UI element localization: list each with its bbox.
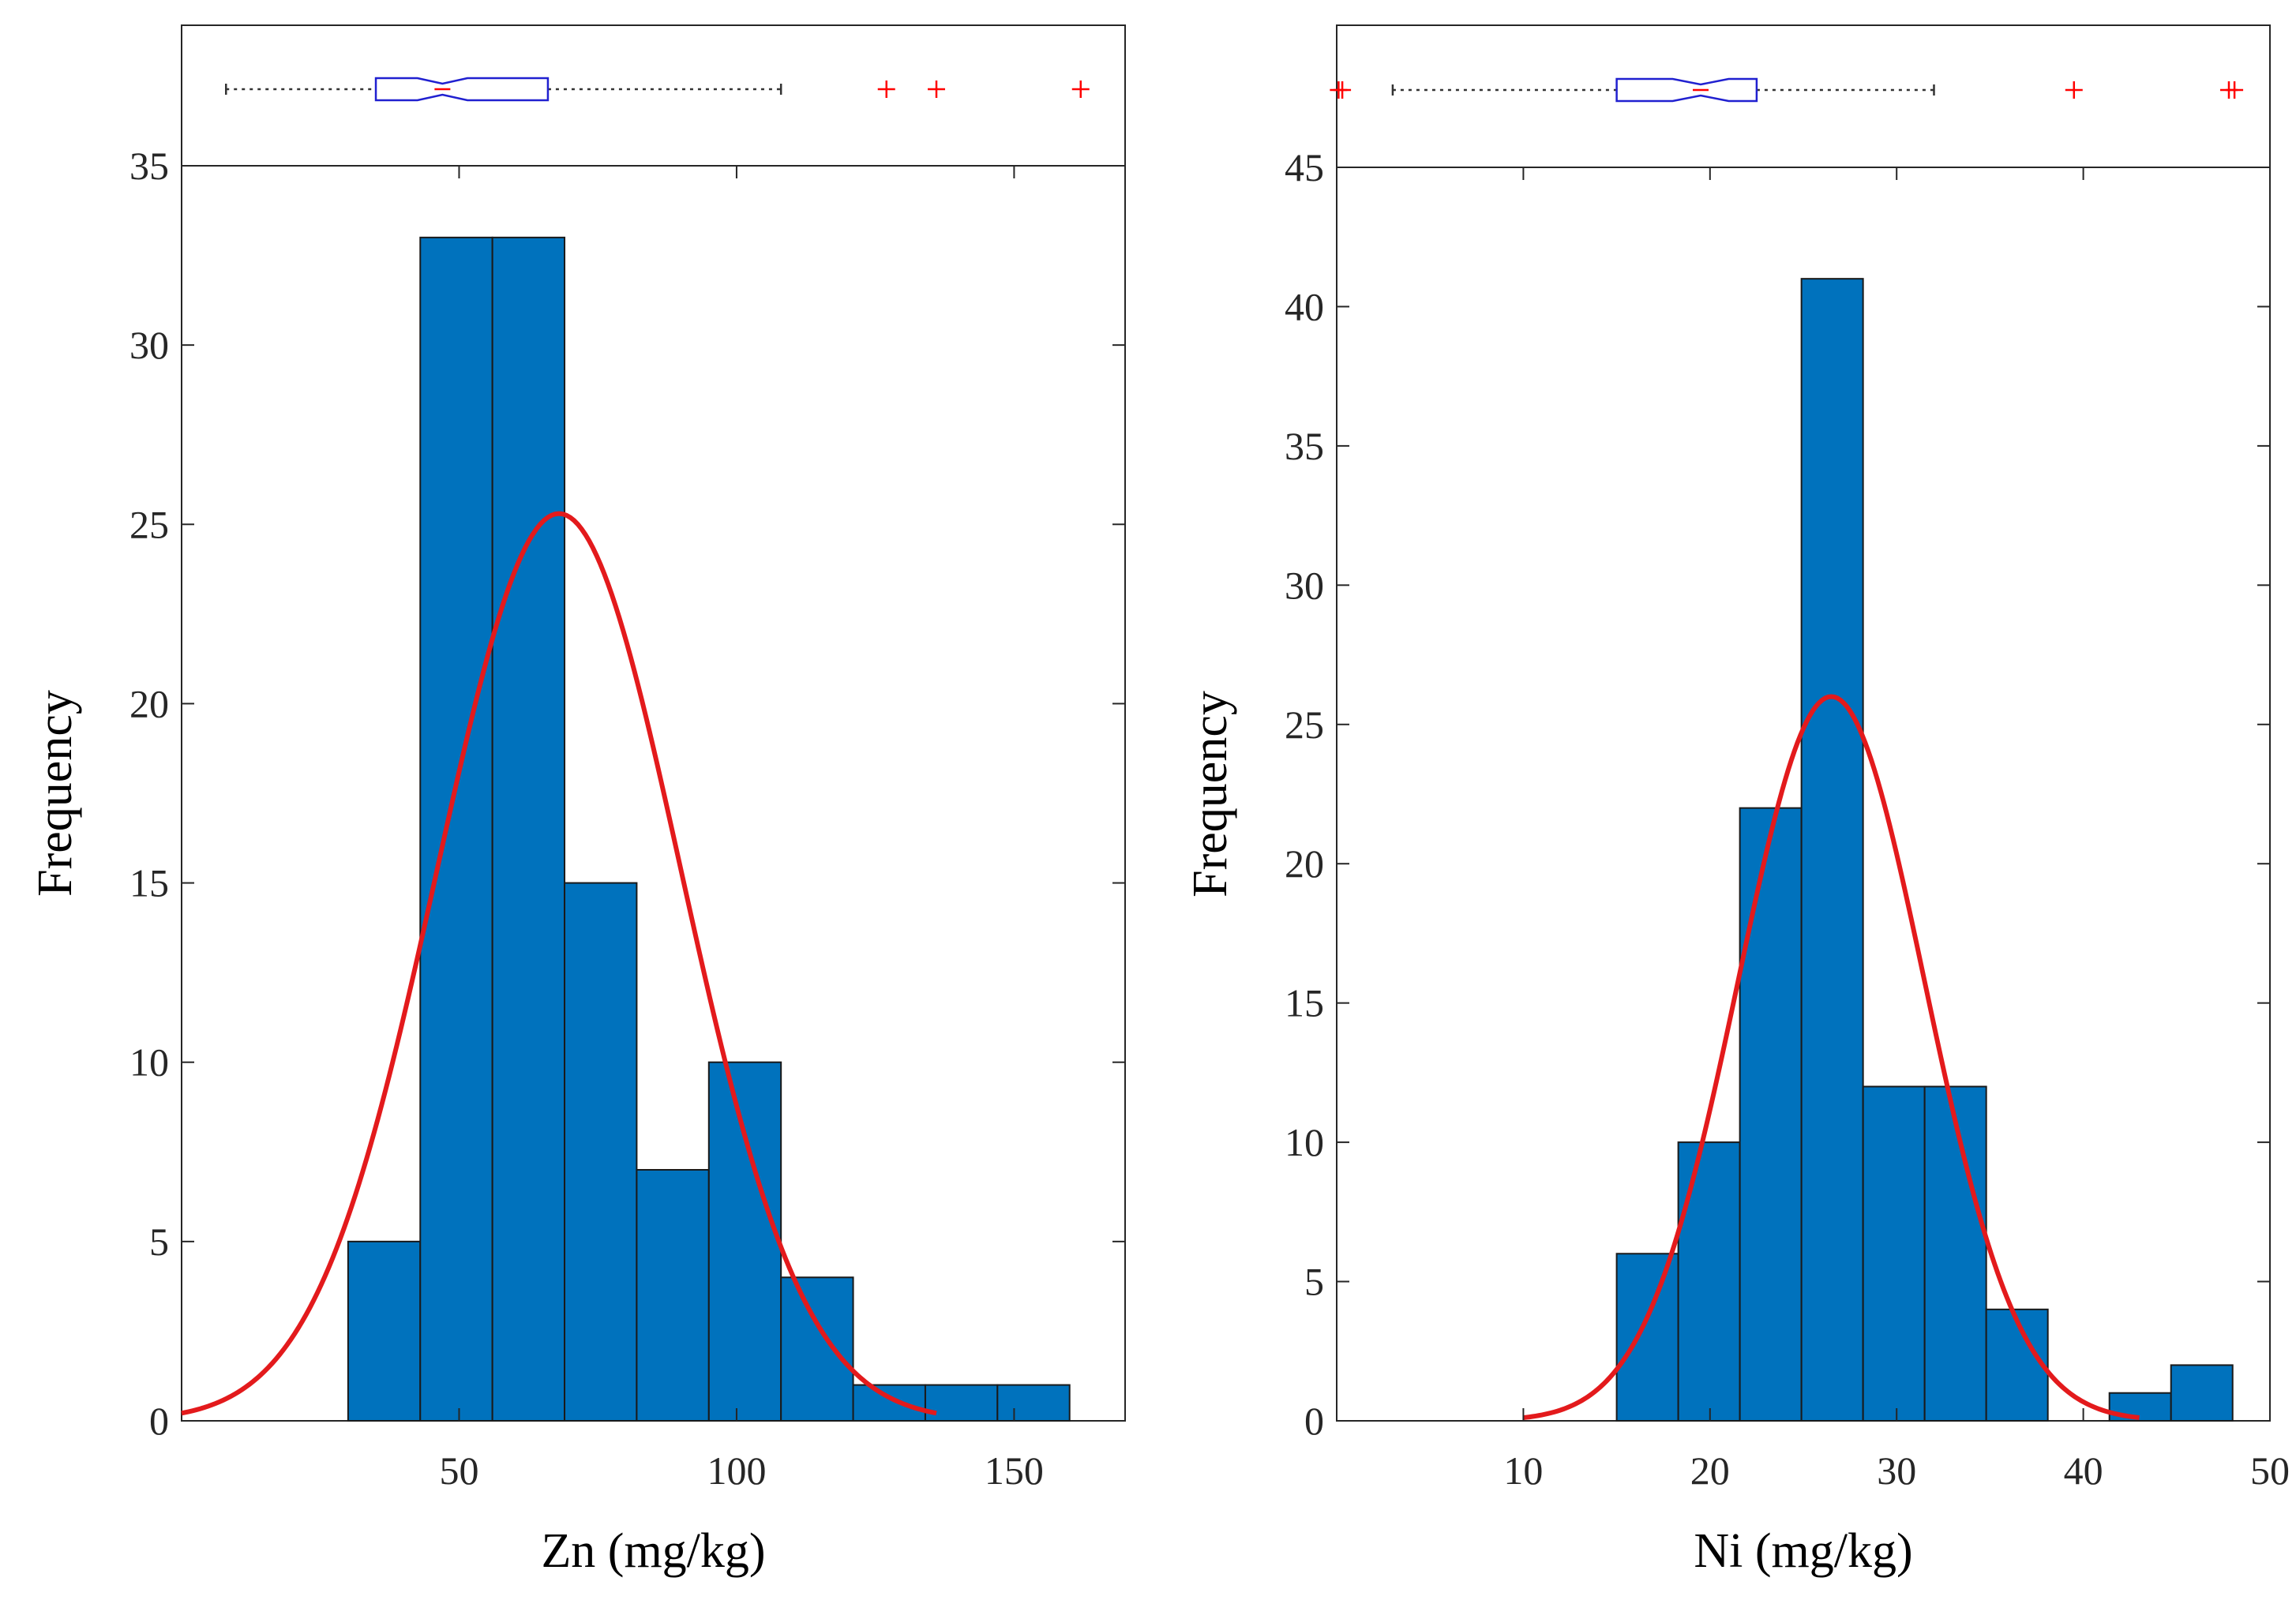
ni-histogram-bar-1 [1677, 1141, 1741, 1422]
zn-histogram-bar-2 [491, 236, 566, 1422]
ni-boxplot-frame [1336, 24, 2271, 168]
ni-x-axis-title: Ni (mg/kg) [1694, 1524, 1912, 1578]
zn-y-tick-label-2: 10 [129, 1040, 169, 1085]
zn-x-axis-title: Zn (mg/kg) [541, 1524, 765, 1578]
ni-histogram-bar-2 [1739, 807, 1803, 1422]
ni-histogram-bar-0 [1615, 1253, 1679, 1422]
ni-x-tick-label-3: 40 [2064, 1448, 2103, 1493]
ni-y-tick-label-9: 45 [1285, 145, 1324, 189]
zn-boxplot-outlier-1 [928, 81, 945, 98]
ni-y-tick-label-3: 15 [1285, 981, 1324, 1025]
zn-y-tick-label-3: 15 [129, 861, 169, 905]
zn-histogram-bar-9 [996, 1384, 1071, 1422]
zn-y-tick-label-0: 0 [149, 1399, 169, 1443]
zn-histogram-panel: 0 5 10 15 20 25 30 35 50 100 150 Zn (mg/kg) Frequenc… [28, 24, 1126, 1578]
zn-histogram-bar-1 [419, 236, 493, 1422]
zn-y-tick-label-4: 20 [129, 681, 169, 725]
zn-histogram-bar-0 [347, 1240, 422, 1422]
ni-y-tick-label-8: 40 [1285, 284, 1324, 328]
ni-normal-fit-curve [1523, 694, 2140, 1421]
zn-x-tick-label-0: 50 [439, 1448, 478, 1493]
zn-y-axis-title: Frequency [28, 690, 82, 897]
ni-y-tick-label-4: 20 [1285, 841, 1324, 886]
zn-y-tick-label-6: 30 [129, 323, 169, 367]
zn-boxplot-box [374, 77, 550, 102]
ni-y-tick-label-1: 5 [1304, 1260, 1324, 1304]
zn-x-tick-label-1: 100 [707, 1448, 766, 1493]
ni-x-tick-label-0: 10 [1503, 1448, 1543, 1493]
ni-y-tick-label-2: 10 [1285, 1120, 1324, 1164]
ni-histogram-bar-6 [1985, 1308, 2049, 1422]
ni-y-tick-label-5: 25 [1285, 703, 1324, 747]
ni-boxplot-outlier-1 [1334, 81, 1352, 99]
zn-histogram-bar-5 [707, 1061, 782, 1422]
zn-histogram-bar-4 [636, 1169, 710, 1422]
ni-histogram-bar-4 [1862, 1085, 1926, 1422]
ni-y-axis-title: Frequency [1184, 691, 1237, 897]
ni-x-tick-label-1: 20 [1690, 1448, 1730, 1493]
ni-y-tick-label-6: 30 [1285, 563, 1324, 607]
ni-boxplot-box [1615, 77, 1758, 103]
zn-y-tick-label-5: 25 [129, 502, 169, 546]
ni-histogram-bar-5 [1923, 1085, 1987, 1422]
zn-histogram-bar-7 [852, 1384, 926, 1422]
zn-x-tick-label-2: 150 [985, 1448, 1044, 1493]
ni-boxplot-outlier-4 [2226, 81, 2244, 99]
zn-histogram-bar-6 [780, 1276, 854, 1422]
zn-boxplot-outlier-2 [1071, 81, 1090, 98]
ni-histogram-bar-3 [1800, 278, 1864, 1422]
zn-y-tick-label-7: 35 [129, 144, 169, 188]
ni-histogram-panel: 0 5 10 15 20 25 30 35 40 45 10 20 30 40 50 Ni (mg/kg) Fr… [1184, 24, 2290, 1578]
zn-normal-fit-curve [181, 511, 937, 1416]
ni-boxplot-outlier-2 [2065, 81, 2083, 99]
zn-histogram-bar-3 [564, 882, 638, 1422]
zn-y-tick-label-1: 5 [149, 1220, 169, 1264]
zn-boxplot-frame [181, 24, 1126, 167]
ni-y-tick-label-7: 35 [1285, 424, 1324, 468]
ni-x-tick-label-4: 50 [2250, 1448, 2290, 1493]
zn-histogram-bar-8 [924, 1384, 999, 1422]
ni-histogram-bar-9 [2170, 1364, 2234, 1422]
ni-x-tick-label-2: 30 [1877, 1448, 1916, 1493]
ni-y-tick-label-0: 0 [1304, 1399, 1324, 1443]
zn-boxplot-outlier-0 [877, 81, 895, 98]
